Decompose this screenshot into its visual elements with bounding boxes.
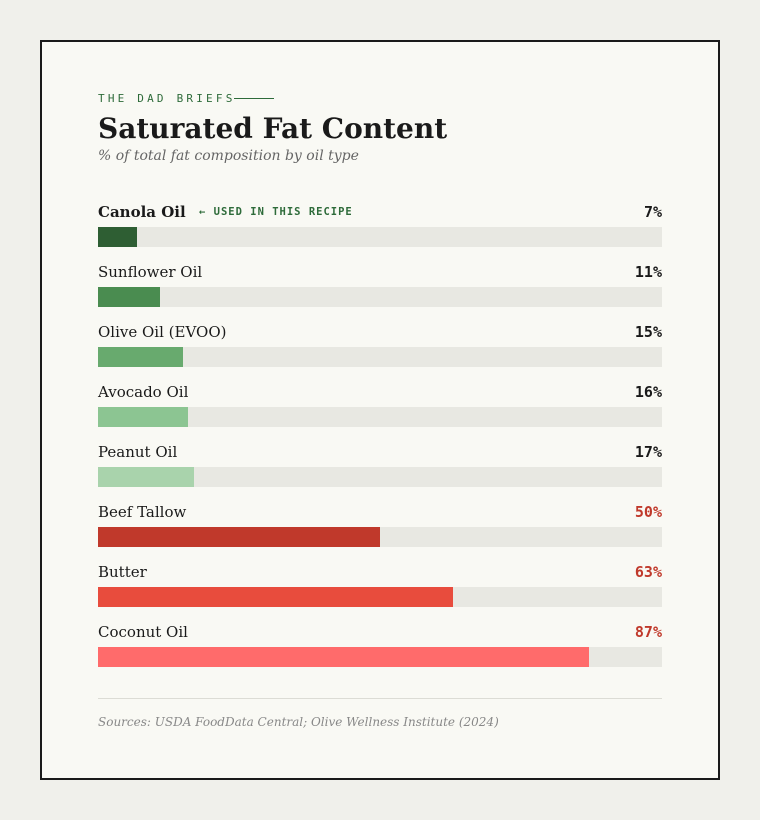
category-label: Coconut Oil <box>98 623 188 641</box>
category-label: Peanut Oil <box>98 443 178 461</box>
bar <box>98 227 137 247</box>
category-label: Avocado Oil <box>98 383 189 401</box>
bar <box>98 527 380 547</box>
chart-title: Saturated Fat Content <box>98 112 448 145</box>
kicker-text: THE DAD BRIEFS <box>98 92 236 105</box>
bar <box>98 347 183 367</box>
bar-row: Butter 63% <box>98 562 662 622</box>
category-label: Sunflower Oil <box>98 263 203 281</box>
recipe-annotation: ← USED IN THIS RECIPE <box>199 206 353 218</box>
bar-row-header: Sunflower Oil 11% <box>98 262 662 282</box>
bar-track <box>98 587 662 607</box>
value-label: 16% <box>634 383 662 401</box>
bar <box>98 647 589 667</box>
bar <box>98 287 160 307</box>
value-label: 11% <box>634 263 662 281</box>
bar-row: Coconut Oil 87% <box>98 622 662 682</box>
bar-row-header: Avocado Oil 16% <box>98 382 662 402</box>
bar-row: Olive Oil (EVOO) 15% <box>98 322 662 382</box>
bar <box>98 407 188 427</box>
bar-row-header: Butter 63% <box>98 562 662 582</box>
kicker: THE DAD BRIEFS <box>98 92 274 105</box>
bar-row: Beef Tallow 50% <box>98 502 662 562</box>
category-label: Beef Tallow <box>98 503 187 521</box>
value-label: 17% <box>634 443 662 461</box>
bar-row: Sunflower Oil 11% <box>98 262 662 322</box>
category-label: Olive Oil (EVOO) <box>98 323 227 341</box>
bar-row-header: Canola Oil ← USED IN THIS RECIPE 7% <box>98 202 662 222</box>
kicker-rule <box>233 98 274 99</box>
value-label: 15% <box>634 323 662 341</box>
bar <box>98 587 453 607</box>
chart-subtitle: % of total fat composition by oil type <box>98 148 359 164</box>
bar-row-header: Beef Tallow 50% <box>98 502 662 522</box>
bar-track <box>98 287 662 307</box>
source-note: Sources: USDA FoodData Central; Olive We… <box>98 715 499 729</box>
bar-track <box>98 227 662 247</box>
bar-rows: Canola Oil ← USED IN THIS RECIPE 7% Sunflow… <box>98 202 662 682</box>
bar-row-header: Olive Oil (EVOO) 15% <box>98 322 662 342</box>
bar-row-header: Peanut Oil 17% <box>98 442 662 462</box>
value-label: 87% <box>634 623 662 641</box>
bar <box>98 467 194 487</box>
category-label: Butter <box>98 563 147 581</box>
bar-row-header: Coconut Oil 87% <box>98 622 662 642</box>
bar-track <box>98 647 662 667</box>
value-label: 63% <box>634 563 662 581</box>
category-label: Canola Oil <box>98 203 186 221</box>
bar-track <box>98 467 662 487</box>
bar-track <box>98 407 662 427</box>
bar-row: Canola Oil ← USED IN THIS RECIPE 7% <box>98 202 662 262</box>
bar-track <box>98 347 662 367</box>
bar-row: Avocado Oil 16% <box>98 382 662 442</box>
bar-track <box>98 527 662 547</box>
chart-card: THE DAD BRIEFS Saturated Fat Content % o… <box>40 40 720 780</box>
footer-divider <box>98 698 662 699</box>
value-label: 50% <box>634 503 662 521</box>
value-label: 7% <box>643 203 662 221</box>
bar-row: Peanut Oil 17% <box>98 442 662 502</box>
